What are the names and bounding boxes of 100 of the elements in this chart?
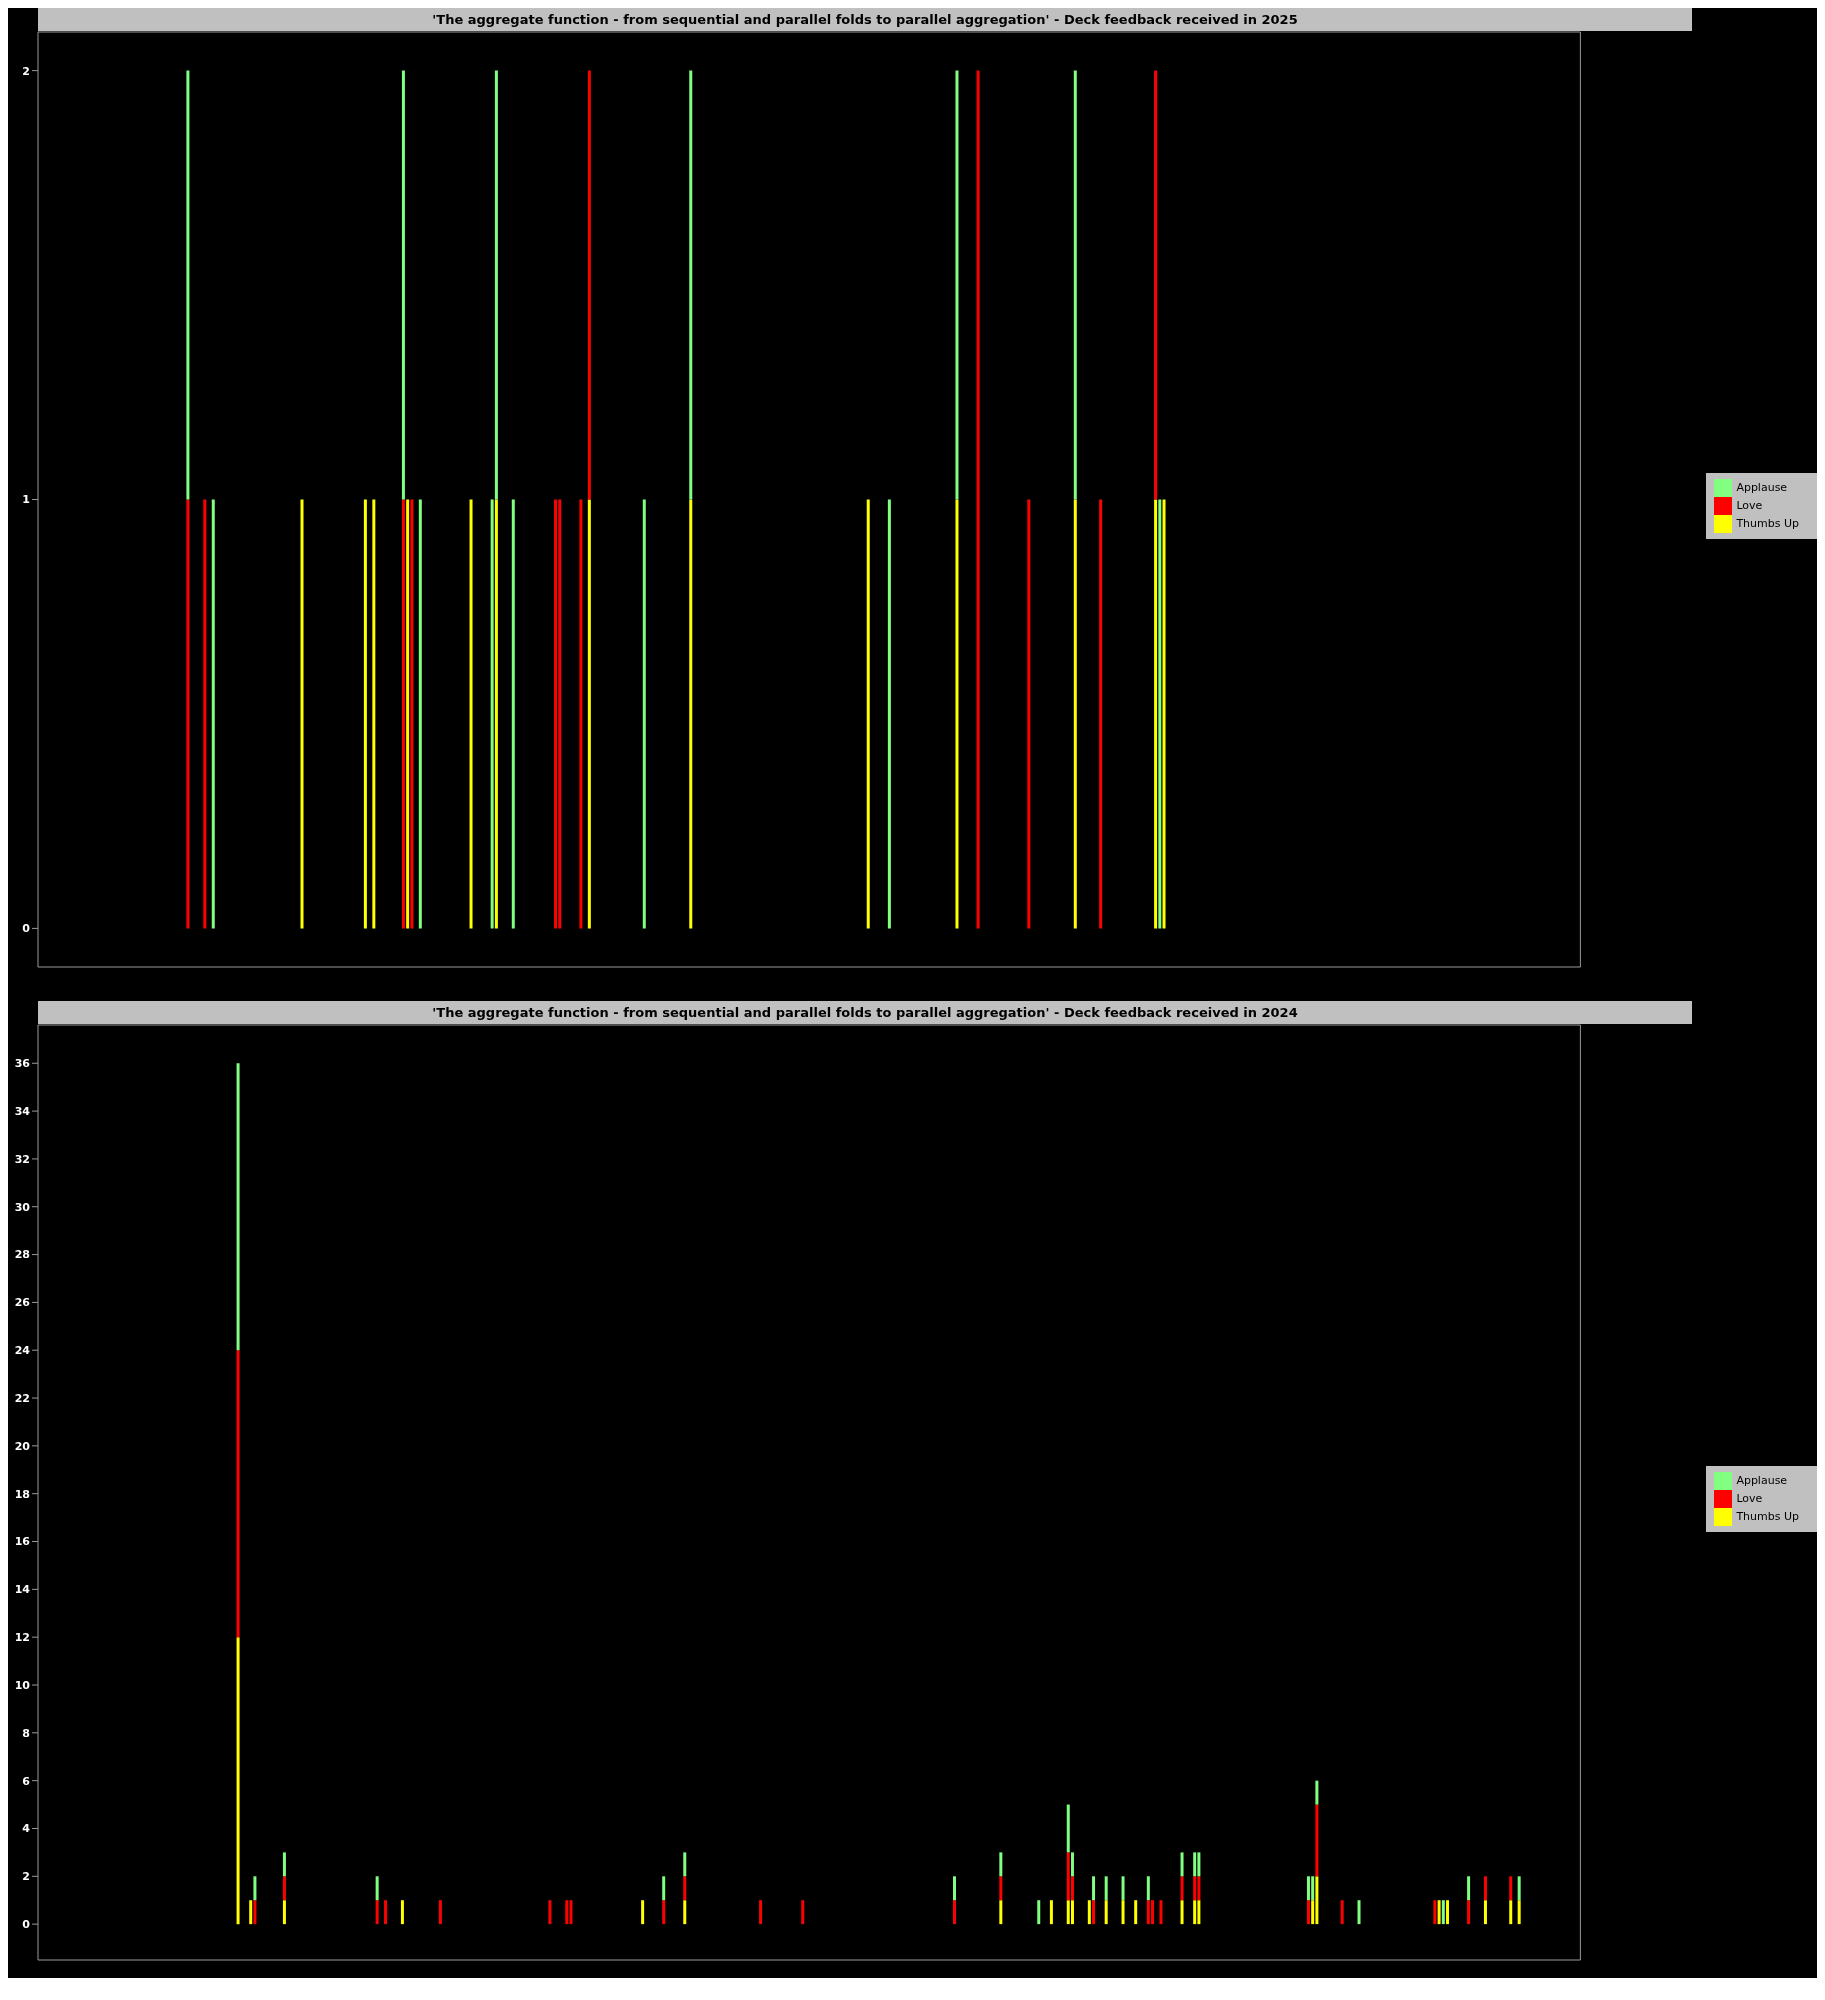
chart-title: 'The aggregate function - from sequential and parallel folds to parallel aggregation' - Deck feedback received in 2025: [38, 8, 1692, 31]
bar: [1509, 1900, 1513, 1925]
y-tick-label: 30: [14, 1200, 31, 1214]
bar: [801, 1900, 805, 1925]
bar: [1066, 1804, 1070, 1853]
bar: [1197, 1876, 1201, 1901]
bar: [1070, 1900, 1074, 1925]
bar: [683, 1852, 687, 1877]
legend-label: Love: [1736, 499, 1763, 512]
bar: [1180, 1852, 1184, 1877]
bar: [1197, 1900, 1201, 1925]
y-tick-label: 0: [22, 922, 31, 936]
bar: [1197, 1852, 1201, 1877]
bar: [1340, 1900, 1344, 1925]
y-tick-label: 24: [14, 1344, 31, 1358]
bar: [641, 1900, 645, 1925]
bar: [249, 1900, 253, 1925]
y-tick-label: 34: [14, 1104, 31, 1118]
bar: [375, 1900, 379, 1925]
bar: [282, 1852, 286, 1877]
y-tick-label: 26: [14, 1296, 31, 1310]
bar: [999, 1852, 1003, 1877]
y-tick-label: 0: [22, 1918, 31, 1932]
bar: [1159, 1900, 1163, 1925]
bar: [999, 1876, 1003, 1901]
bar: [1433, 1900, 1437, 1925]
bar: [236, 1063, 240, 1351]
bar: [565, 1900, 569, 1925]
bar: [999, 1900, 1003, 1925]
bar: [1146, 1876, 1150, 1901]
bar: [1092, 1876, 1096, 1901]
bar: [1311, 1876, 1315, 1901]
bar: [662, 1900, 666, 1925]
bar: [236, 1350, 240, 1638]
legend-label: Applause: [1736, 1474, 1788, 1487]
y-tick-label: 28: [14, 1248, 30, 1262]
bar: [438, 1900, 442, 1925]
bar: [282, 1876, 286, 1901]
bar: [282, 1900, 286, 1925]
y-tick-label: 2: [22, 64, 30, 78]
y-tick-label: 12: [14, 1631, 30, 1645]
bar: [1483, 1876, 1487, 1901]
y-tick-label: 2: [22, 1870, 30, 1884]
bar: [1357, 1900, 1361, 1925]
bar: [1121, 1876, 1125, 1901]
bar: [1517, 1876, 1521, 1901]
bar: [1070, 1852, 1074, 1877]
y-tick-label: 18: [14, 1487, 30, 1501]
bar: [1121, 1900, 1125, 1925]
bar: [253, 1876, 257, 1901]
bar: [1446, 1900, 1450, 1925]
bar: [1467, 1876, 1471, 1901]
bar: [1193, 1876, 1197, 1901]
bar: [1104, 1876, 1108, 1901]
bar: [1509, 1876, 1513, 1901]
y-tick-label: 8: [22, 1726, 30, 1740]
bar: [569, 1900, 573, 1925]
bar: [1066, 1852, 1070, 1901]
legend-label: Thumbs Up: [1736, 517, 1799, 530]
y-tick-label: 22: [14, 1391, 30, 1405]
bar: [1306, 1900, 1310, 1925]
bar: [1517, 1900, 1521, 1925]
bar: [1315, 1804, 1319, 1877]
bar: [1134, 1900, 1138, 1925]
y-tick-label: 4: [22, 1822, 31, 1836]
legend-label: Applause: [1736, 481, 1788, 494]
bar: [1104, 1900, 1108, 1925]
bar: [1037, 1900, 1041, 1925]
bar: [1087, 1900, 1091, 1925]
bar: [253, 1900, 257, 1925]
bar: [683, 1876, 687, 1901]
bar: [1151, 1900, 1155, 1925]
y-tick-label: 1: [22, 493, 30, 507]
y-tick-label: 10: [14, 1678, 31, 1692]
bar: [1315, 1876, 1319, 1925]
bar: [683, 1900, 687, 1925]
bar: [952, 1900, 956, 1925]
bar: [1193, 1900, 1197, 1925]
bar: [1467, 1900, 1471, 1925]
bar: [1146, 1900, 1150, 1925]
bar: [759, 1900, 763, 1925]
bar: [1049, 1900, 1053, 1925]
bar: [952, 1876, 956, 1901]
y-tick-label: 14: [14, 1583, 31, 1597]
bar: [400, 1900, 404, 1925]
bar: [1315, 1780, 1319, 1805]
y-tick-label: 6: [22, 1774, 31, 1788]
bar: [384, 1900, 388, 1925]
bar: [375, 1876, 379, 1901]
bar: [1092, 1900, 1096, 1925]
bar: [1441, 1900, 1445, 1925]
bar: [662, 1876, 666, 1901]
bar: [1180, 1876, 1184, 1901]
bar: [1066, 1900, 1070, 1925]
chart-title: 'The aggregate function - from sequential and parallel folds to parallel aggregation' - Deck feedback received in 2024: [38, 1001, 1692, 1024]
y-tick-label: 20: [14, 1439, 31, 1453]
legend-label: Thumbs Up: [1736, 1510, 1799, 1523]
y-tick-label: 36: [14, 1057, 31, 1071]
bar: [1437, 1900, 1441, 1925]
bar: [1306, 1876, 1310, 1901]
